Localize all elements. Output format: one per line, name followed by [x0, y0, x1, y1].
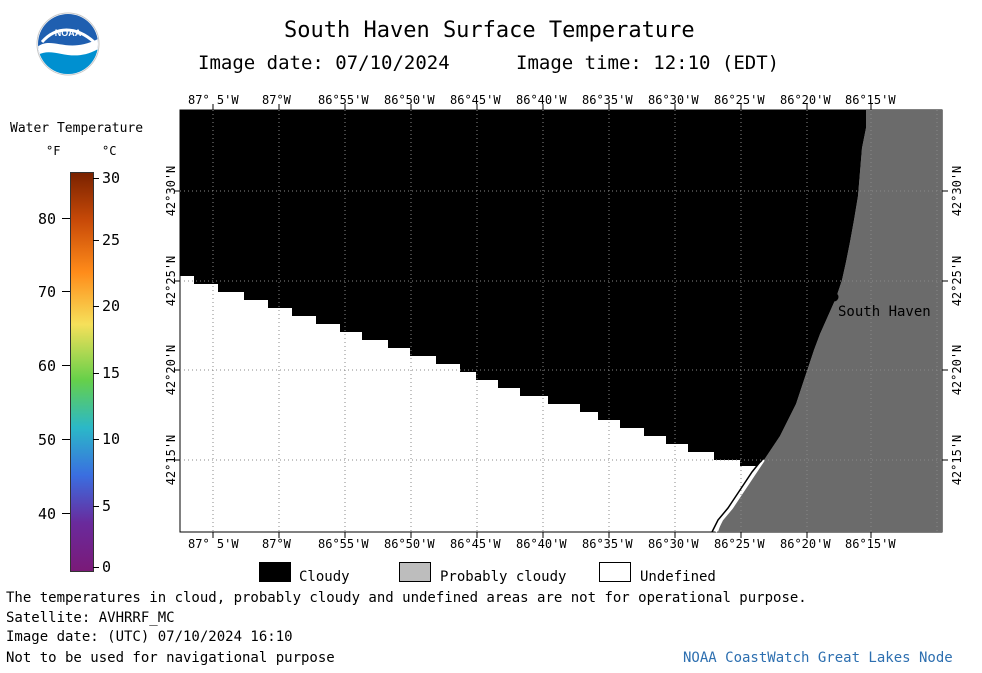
lon-label-top: 86°30'W — [648, 93, 699, 107]
map-grid — [180, 110, 942, 532]
c-tick-0: 0 — [102, 558, 112, 576]
lat-label-right: 42°15'N — [950, 434, 964, 486]
cloudy-region — [180, 110, 866, 466]
map-frame-ticks — [174, 104, 948, 538]
lon-label-bottom: 86°50'W — [384, 537, 435, 551]
page-title: South Haven Surface Temperature — [284, 18, 695, 43]
lon-label-top: 86°40'W — [516, 93, 567, 107]
legend-label-undefined: Undefined — [640, 569, 716, 585]
lon-label-bottom: 86°55'W — [318, 537, 369, 551]
lon-label-top: 86°25'W — [714, 93, 765, 107]
nav-warning-text: Not to be used for navigational purpose — [6, 650, 335, 666]
unit-celsius: °C — [102, 144, 117, 158]
coastline — [715, 459, 765, 533]
lon-label-bottom: 86°15'W — [845, 537, 896, 551]
lon-label-top: 86°45'W — [450, 93, 501, 107]
lon-label-top: 86°50'W — [384, 93, 435, 107]
f-tick-50: 50 — [38, 431, 57, 449]
lon-label-top: 87° 5'W — [188, 93, 239, 107]
logo-text: NOAA — [55, 28, 82, 38]
lat-label-left: 42°15'N — [164, 434, 178, 486]
lon-label-bottom: 86°45'W — [450, 537, 501, 551]
credit-text: NOAA CoastWatch Great Lakes Node — [683, 650, 953, 666]
c-tick-5: 5 — [102, 497, 112, 515]
lat-label-right: 42°20'N — [950, 344, 964, 396]
c-tick-15: 15 — [102, 364, 121, 382]
south-haven-marker — [829, 292, 839, 302]
lat-label-right: 42°25'N — [950, 255, 964, 307]
f-tick-40: 40 — [38, 505, 57, 523]
utc-date-text: Image date: (UTC) 07/10/2024 16:10 — [6, 629, 293, 645]
legend-swatch-cloudy — [259, 562, 291, 582]
c-tick-10: 10 — [102, 430, 121, 448]
noaa-logo-graphic: NOAA — [36, 12, 100, 76]
lon-label-top: 86°20'W — [780, 93, 831, 107]
legend-swatch-undefined — [599, 562, 631, 582]
lon-label-bottom: 86°25'W — [714, 537, 765, 551]
lon-label-top: 86°55'W — [318, 93, 369, 107]
lon-label-bottom: 86°30'W — [648, 537, 699, 551]
unit-fahrenheit: °F — [46, 144, 61, 158]
temperature-color-bar — [70, 172, 94, 572]
lon-label-top: 86°35'W — [582, 93, 633, 107]
c-tick-25: 25 — [102, 231, 121, 249]
legend-label-probably-cloudy: Probably cloudy — [440, 569, 567, 585]
lon-label-top: 86°15'W — [845, 93, 896, 107]
lon-label-bottom: 86°35'W — [582, 537, 633, 551]
lat-label-left: 42°20'N — [164, 344, 178, 396]
c-tick-20: 20 — [102, 297, 121, 315]
lon-label-bottom: 86°20'W — [780, 537, 831, 551]
lon-label-bottom: 87° 5'W — [188, 537, 239, 551]
satellite-text: Satellite: AVHRRF_MC — [6, 610, 175, 626]
lat-label-left: 42°30'N — [164, 165, 178, 217]
c-tick-30: 30 — [102, 169, 121, 187]
lat-label-left: 42°25'N — [164, 255, 178, 307]
f-tick-60: 60 — [38, 357, 57, 375]
lat-label-right: 42°30'N — [950, 165, 964, 217]
water-temp-legend-title: Water Temperature — [10, 121, 144, 136]
image-date: Image date: 07/10/2024 — [198, 52, 450, 74]
noaa-logo: NOAA — [36, 12, 100, 76]
south-haven-label: South Haven — [838, 304, 931, 320]
image-time: Image time: 12:10 (EDT) — [516, 52, 780, 74]
lon-label-bottom: 87°W — [262, 537, 291, 551]
f-tick-70: 70 — [38, 283, 57, 301]
f-tick-80: 80 — [38, 210, 57, 228]
probably-cloudy-region — [718, 110, 942, 532]
lon-label-top: 87°W — [262, 93, 291, 107]
disclaimer-text: The temperatures in cloud, probably clou… — [6, 590, 807, 606]
legend-label-cloudy: Cloudy — [299, 569, 350, 585]
legend-swatch-probably-cloudy — [399, 562, 431, 582]
lon-label-bottom: 86°40'W — [516, 537, 567, 551]
